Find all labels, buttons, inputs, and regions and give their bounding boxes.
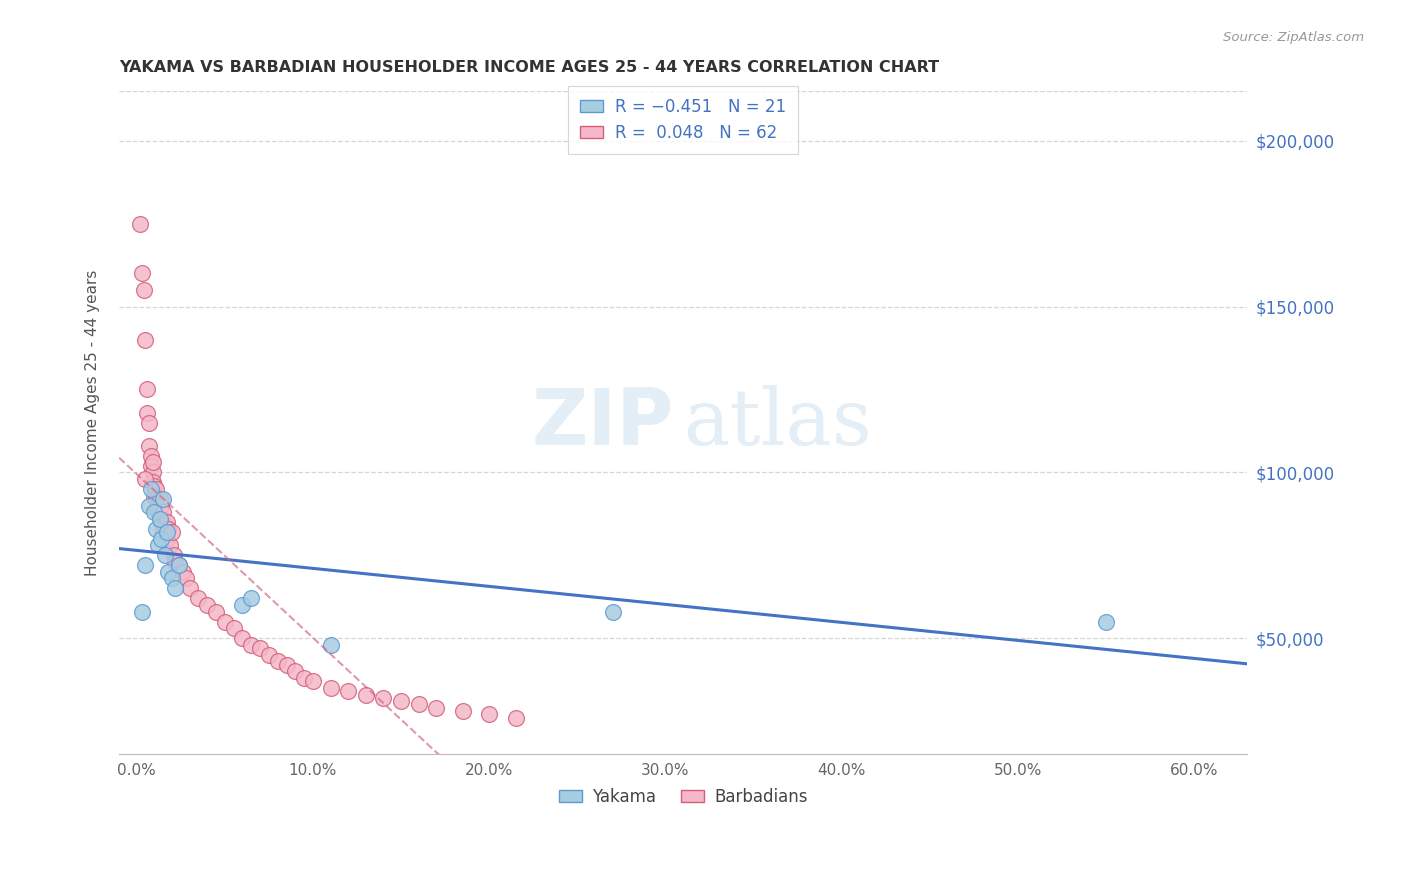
- Point: [146, 538, 169, 552]
- Point: [267, 654, 290, 668]
- Point: [145, 491, 167, 506]
- Point: [249, 641, 271, 656]
- Point: [152, 491, 174, 506]
- Point: [159, 538, 181, 552]
- Point: [167, 558, 190, 573]
- Point: [131, 605, 153, 619]
- Point: [167, 558, 190, 573]
- Text: ZIP: ZIP: [531, 384, 673, 460]
- Text: Source: ZipAtlas.com: Source: ZipAtlas.com: [1223, 31, 1364, 45]
- Point: [451, 704, 474, 718]
- Point: [337, 684, 360, 698]
- Point: [156, 515, 179, 529]
- Point: [302, 674, 325, 689]
- Point: [149, 508, 172, 523]
- Point: [156, 524, 179, 539]
- Point: [257, 648, 280, 662]
- Point: [150, 499, 173, 513]
- Point: [179, 582, 201, 596]
- Point: [478, 707, 501, 722]
- Text: atlas: atlas: [683, 384, 872, 460]
- Point: [292, 671, 315, 685]
- Point: [145, 482, 167, 496]
- Point: [141, 455, 163, 469]
- Point: [132, 283, 155, 297]
- Point: [143, 505, 166, 519]
- Point: [131, 267, 153, 281]
- Point: [129, 217, 152, 231]
- Point: [146, 505, 169, 519]
- Point: [174, 572, 197, 586]
- Point: [319, 638, 342, 652]
- Point: [172, 565, 194, 579]
- Point: [146, 499, 169, 513]
- Point: [276, 657, 298, 672]
- Point: [240, 638, 263, 652]
- Point: [165, 555, 187, 569]
- Point: [150, 515, 173, 529]
- Point: [138, 499, 160, 513]
- Point: [165, 582, 187, 596]
- Point: [152, 524, 174, 539]
- Point: [141, 466, 163, 480]
- Point: [389, 694, 412, 708]
- Point: [160, 572, 183, 586]
- Point: [187, 591, 209, 606]
- Point: [139, 458, 162, 473]
- Point: [240, 591, 263, 606]
- Point: [150, 532, 173, 546]
- Point: [143, 489, 166, 503]
- Point: [205, 605, 228, 619]
- Point: [602, 605, 624, 619]
- Point: [153, 548, 176, 562]
- Point: [152, 505, 174, 519]
- Point: [505, 711, 527, 725]
- Point: [319, 681, 342, 695]
- Point: [141, 475, 163, 490]
- Point: [408, 698, 430, 712]
- Point: [139, 482, 162, 496]
- Point: [373, 690, 395, 705]
- Legend: Yakama, Barbadians: Yakama, Barbadians: [553, 780, 814, 813]
- Point: [134, 558, 156, 573]
- Point: [149, 512, 172, 526]
- Point: [354, 688, 377, 702]
- Point: [222, 621, 245, 635]
- Point: [138, 439, 160, 453]
- Point: [157, 565, 180, 579]
- Point: [157, 522, 180, 536]
- Point: [156, 532, 179, 546]
- Point: [153, 518, 176, 533]
- Point: [139, 449, 162, 463]
- Point: [134, 333, 156, 347]
- Y-axis label: Householder Income Ages 25 - 44 years: Householder Income Ages 25 - 44 years: [86, 269, 100, 576]
- Point: [231, 598, 253, 612]
- Point: [160, 524, 183, 539]
- Point: [195, 598, 218, 612]
- Point: [231, 631, 253, 645]
- Point: [138, 416, 160, 430]
- Point: [145, 522, 167, 536]
- Point: [425, 700, 447, 714]
- Text: YAKAMA VS BARBADIAN HOUSEHOLDER INCOME AGES 25 - 44 YEARS CORRELATION CHART: YAKAMA VS BARBADIAN HOUSEHOLDER INCOME A…: [120, 60, 939, 75]
- Point: [134, 472, 156, 486]
- Point: [214, 615, 236, 629]
- Point: [136, 406, 159, 420]
- Point: [143, 478, 166, 492]
- Point: [284, 665, 307, 679]
- Point: [1095, 615, 1118, 629]
- Point: [136, 383, 159, 397]
- Point: [149, 491, 172, 506]
- Point: [163, 548, 186, 562]
